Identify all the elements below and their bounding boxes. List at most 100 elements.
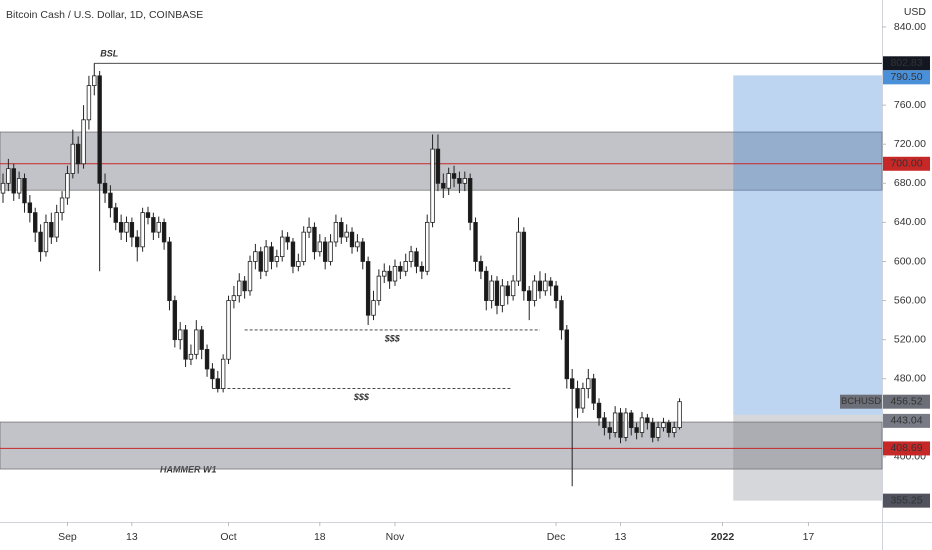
- candle-body: [215, 378, 220, 389]
- candle-body: [425, 222, 430, 272]
- candle-body: [387, 270, 392, 282]
- candle-body: [263, 246, 269, 272]
- candle-body: [102, 182, 108, 194]
- candle-body: [43, 222, 49, 253]
- candle-body: [355, 241, 360, 248]
- candle-body: [49, 222, 54, 238]
- candle-body: [543, 280, 548, 292]
- candle-body: [537, 280, 543, 292]
- candle-body: [129, 222, 135, 238]
- candle-body: [54, 212, 59, 238]
- candle-body: [317, 241, 323, 253]
- candle-body: [645, 417, 650, 424]
- candle-body: [75, 143, 81, 165]
- candle-body: [564, 329, 570, 380]
- y-tick-label: 760.00: [894, 99, 926, 111]
- bsl-label: BSL: [100, 49, 118, 59]
- candle-body: [607, 427, 612, 433]
- candle-body: [419, 265, 425, 272]
- candle-body: [108, 192, 113, 209]
- candle-body: [548, 280, 553, 287]
- candle-body: [70, 143, 76, 174]
- candle-body: [253, 251, 258, 262]
- y-tick-label: 840.00: [894, 21, 926, 33]
- x-tick-label: Nov: [386, 531, 405, 543]
- annotation: HAMMER W1: [160, 464, 217, 474]
- candle-body: [33, 212, 38, 233]
- candle-body: [446, 173, 451, 189]
- candle-body: [156, 222, 161, 233]
- candle-body: [231, 295, 237, 301]
- y-tick-label: 600.00: [894, 255, 926, 267]
- entry-price-bg: [883, 413, 930, 428]
- candle-body: [333, 222, 339, 243]
- level-price-bg: [883, 441, 930, 456]
- candle-body: [258, 251, 263, 272]
- candle-body: [22, 178, 27, 204]
- candle-body: [145, 212, 151, 218]
- candle-body: [473, 222, 478, 262]
- candle-body: [6, 168, 11, 184]
- candle-body: [371, 300, 376, 316]
- candle-body: [639, 417, 645, 433]
- candle-body: [467, 178, 473, 223]
- stop-price-bg: [883, 493, 930, 508]
- candle-body: [86, 85, 92, 121]
- target-price: 790.50: [890, 71, 922, 83]
- candle-body: [532, 280, 537, 301]
- bsl-price: 802.83: [890, 57, 922, 69]
- level-price-bg: [883, 156, 930, 171]
- x-tick-label: 2022: [711, 531, 735, 543]
- stop-price: 355.25: [890, 494, 922, 506]
- entry-price: 443.04: [890, 415, 922, 427]
- candle-body: [140, 212, 145, 248]
- x-tick-label: Dec: [547, 531, 566, 543]
- target-box: [733, 75, 882, 415]
- candle-body: [194, 329, 199, 355]
- candle-body: [328, 241, 333, 262]
- bsl-price-bg: [883, 56, 930, 71]
- candle-body: [527, 290, 532, 301]
- candle-body: [237, 280, 242, 297]
- candle-body: [0, 182, 6, 194]
- candle-body: [382, 270, 387, 277]
- level-price: 700.00: [890, 158, 922, 170]
- candle-body: [210, 368, 215, 380]
- x-tick-label: Oct: [220, 531, 236, 543]
- candle-body: [457, 178, 462, 184]
- candle-body: [118, 222, 124, 233]
- x-tick-label: Sep: [58, 531, 77, 543]
- candle-body: [161, 222, 167, 243]
- candle-body: [296, 261, 301, 267]
- candle-body: [365, 261, 371, 316]
- candle-body: [360, 241, 365, 262]
- candle-body: [188, 353, 194, 360]
- candle-body: [392, 265, 398, 282]
- candle-body: [204, 349, 210, 370]
- candle-body: [183, 329, 188, 360]
- candle-body: [172, 300, 178, 341]
- candle-body: [494, 280, 500, 306]
- candle-body: [612, 412, 618, 433]
- candle-body: [559, 300, 564, 331]
- candle-body: [92, 75, 97, 86]
- zone: [0, 421, 883, 470]
- x-tick-label: 17: [803, 531, 815, 543]
- candle-body: [151, 217, 156, 233]
- candle-body: [16, 178, 22, 194]
- y-tick-label: 560.00: [894, 294, 926, 306]
- candle-body: [451, 173, 457, 179]
- candle-body: [575, 388, 580, 409]
- candle-body: [671, 427, 677, 433]
- currency-label: USD: [904, 6, 927, 18]
- candle-body: [462, 178, 467, 184]
- candle-body: [484, 270, 489, 301]
- last-price: 456.52: [890, 395, 922, 407]
- candle-body: [220, 358, 226, 389]
- target-price-bg: [883, 70, 930, 85]
- candle-body: [591, 378, 596, 404]
- candle-body: [430, 148, 435, 223]
- candle-body: [274, 256, 280, 262]
- candle-body: [580, 388, 586, 409]
